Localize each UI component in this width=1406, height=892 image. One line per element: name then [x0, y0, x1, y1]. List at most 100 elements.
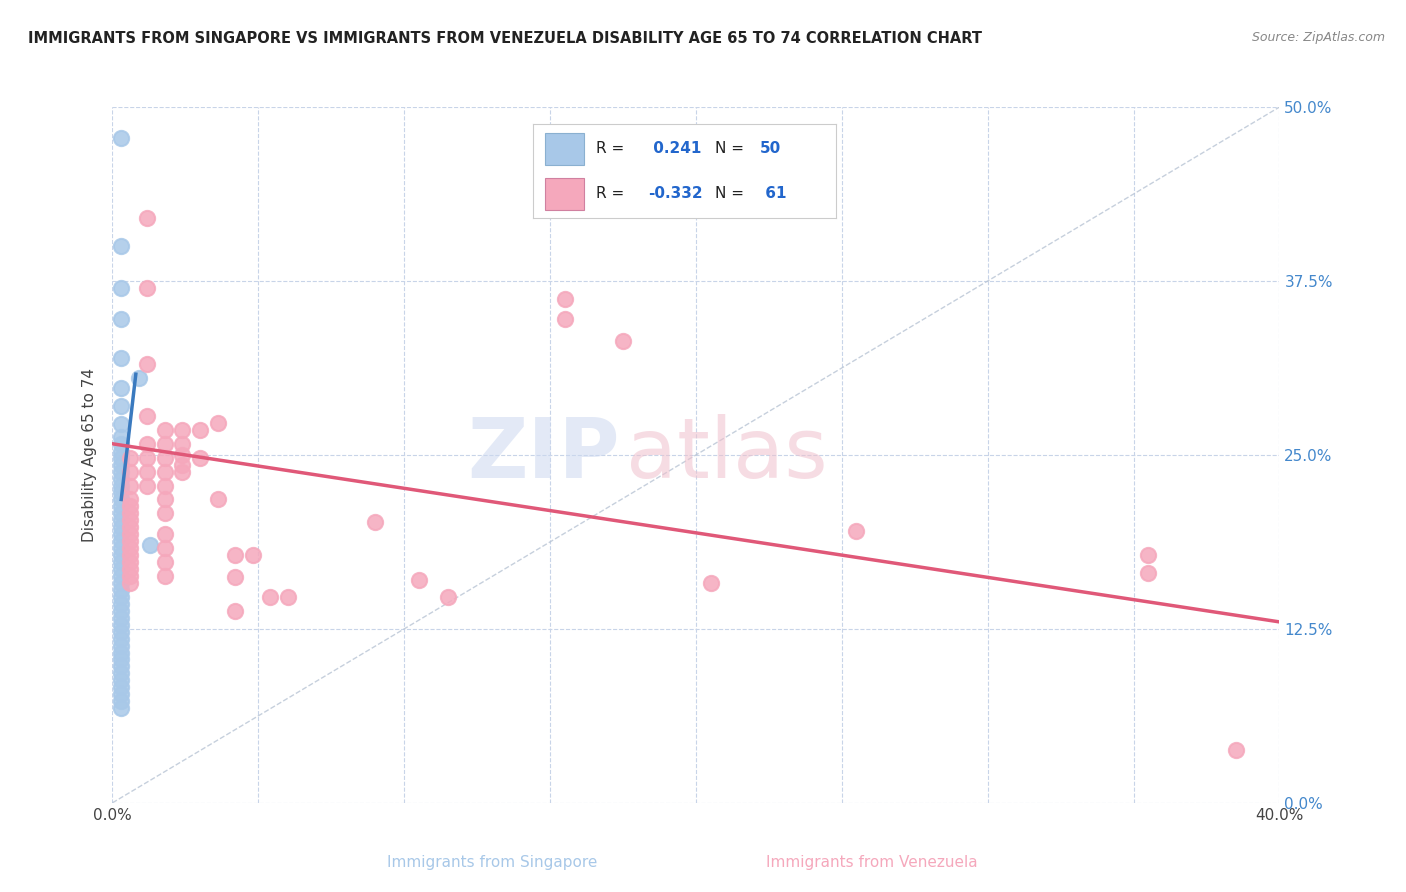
Point: [118, 465, 141, 479]
Point: [110, 611, 132, 625]
Point: [110, 417, 132, 432]
Text: atlas: atlas: [626, 415, 828, 495]
Point: [110, 681, 132, 695]
Point: [1137, 548, 1160, 562]
Point: [110, 281, 132, 295]
Point: [136, 465, 159, 479]
Point: [110, 646, 132, 660]
Point: [224, 570, 246, 584]
Point: [172, 437, 194, 451]
Point: [118, 548, 141, 562]
Point: [136, 409, 159, 423]
Point: [110, 562, 132, 576]
Point: [207, 416, 229, 430]
Point: [110, 534, 132, 549]
Point: [259, 590, 281, 604]
Point: [110, 576, 132, 591]
Point: [172, 448, 194, 462]
Point: [153, 478, 176, 492]
Point: [437, 590, 460, 604]
Point: [153, 541, 176, 556]
Point: [110, 520, 132, 534]
Point: [110, 478, 132, 492]
Point: [118, 534, 141, 549]
Point: [153, 437, 176, 451]
Point: [136, 478, 159, 492]
Point: [110, 673, 132, 688]
Point: [110, 437, 132, 451]
Point: [364, 515, 387, 529]
Point: [110, 666, 132, 681]
Point: [110, 582, 132, 597]
Text: Source: ZipAtlas.com: Source: ZipAtlas.com: [1251, 31, 1385, 45]
Point: [110, 527, 132, 541]
Point: [153, 450, 176, 465]
Point: [153, 465, 176, 479]
Point: [118, 478, 141, 492]
Point: [110, 639, 132, 653]
Point: [110, 472, 132, 486]
Point: [110, 311, 132, 326]
Point: [110, 652, 132, 666]
Point: [110, 597, 132, 611]
Point: [110, 239, 132, 253]
Point: [118, 562, 141, 576]
Point: [110, 450, 132, 465]
Point: [110, 430, 132, 444]
Point: [110, 569, 132, 583]
Point: [110, 485, 132, 500]
Point: [110, 458, 132, 472]
Point: [845, 524, 868, 539]
Point: [110, 548, 132, 562]
Point: [699, 576, 721, 591]
Point: [110, 465, 132, 479]
Point: [110, 701, 132, 715]
Point: [612, 334, 634, 348]
Point: [118, 507, 141, 521]
Point: [110, 590, 132, 604]
Point: [118, 500, 141, 514]
Point: [136, 211, 159, 226]
Point: [207, 492, 229, 507]
Point: [153, 423, 176, 437]
Point: [139, 538, 162, 552]
Point: [118, 513, 141, 527]
Point: [224, 548, 246, 562]
Point: [276, 590, 298, 604]
Point: [110, 399, 132, 413]
Point: [153, 492, 176, 507]
Point: [1137, 566, 1160, 581]
Point: [110, 659, 132, 673]
Point: [118, 450, 141, 465]
Point: [554, 311, 576, 326]
Point: [110, 541, 132, 556]
Point: [1225, 743, 1247, 757]
Point: [408, 573, 430, 587]
Point: [172, 458, 194, 472]
Text: Immigrants from Venezuela: Immigrants from Venezuela: [766, 855, 977, 870]
Point: [118, 492, 141, 507]
Text: Immigrants from Singapore: Immigrants from Singapore: [387, 855, 598, 870]
Point: [110, 632, 132, 646]
Point: [110, 555, 132, 569]
Point: [242, 548, 264, 562]
Point: [188, 450, 211, 465]
Point: [110, 694, 132, 708]
Point: [153, 507, 176, 521]
Point: [110, 130, 132, 145]
Point: [110, 687, 132, 701]
Point: [554, 292, 576, 306]
Point: [110, 617, 132, 632]
Point: [172, 423, 194, 437]
Point: [110, 604, 132, 618]
Text: IMMIGRANTS FROM SINGAPORE VS IMMIGRANTS FROM VENEZUELA DISABILITY AGE 65 TO 74 C: IMMIGRANTS FROM SINGAPORE VS IMMIGRANTS …: [28, 31, 983, 46]
Point: [110, 445, 132, 459]
Point: [188, 423, 211, 437]
Point: [110, 507, 132, 521]
Point: [110, 500, 132, 514]
Point: [153, 527, 176, 541]
Point: [172, 465, 194, 479]
Point: [118, 555, 141, 569]
Point: [136, 437, 159, 451]
Point: [224, 604, 246, 618]
